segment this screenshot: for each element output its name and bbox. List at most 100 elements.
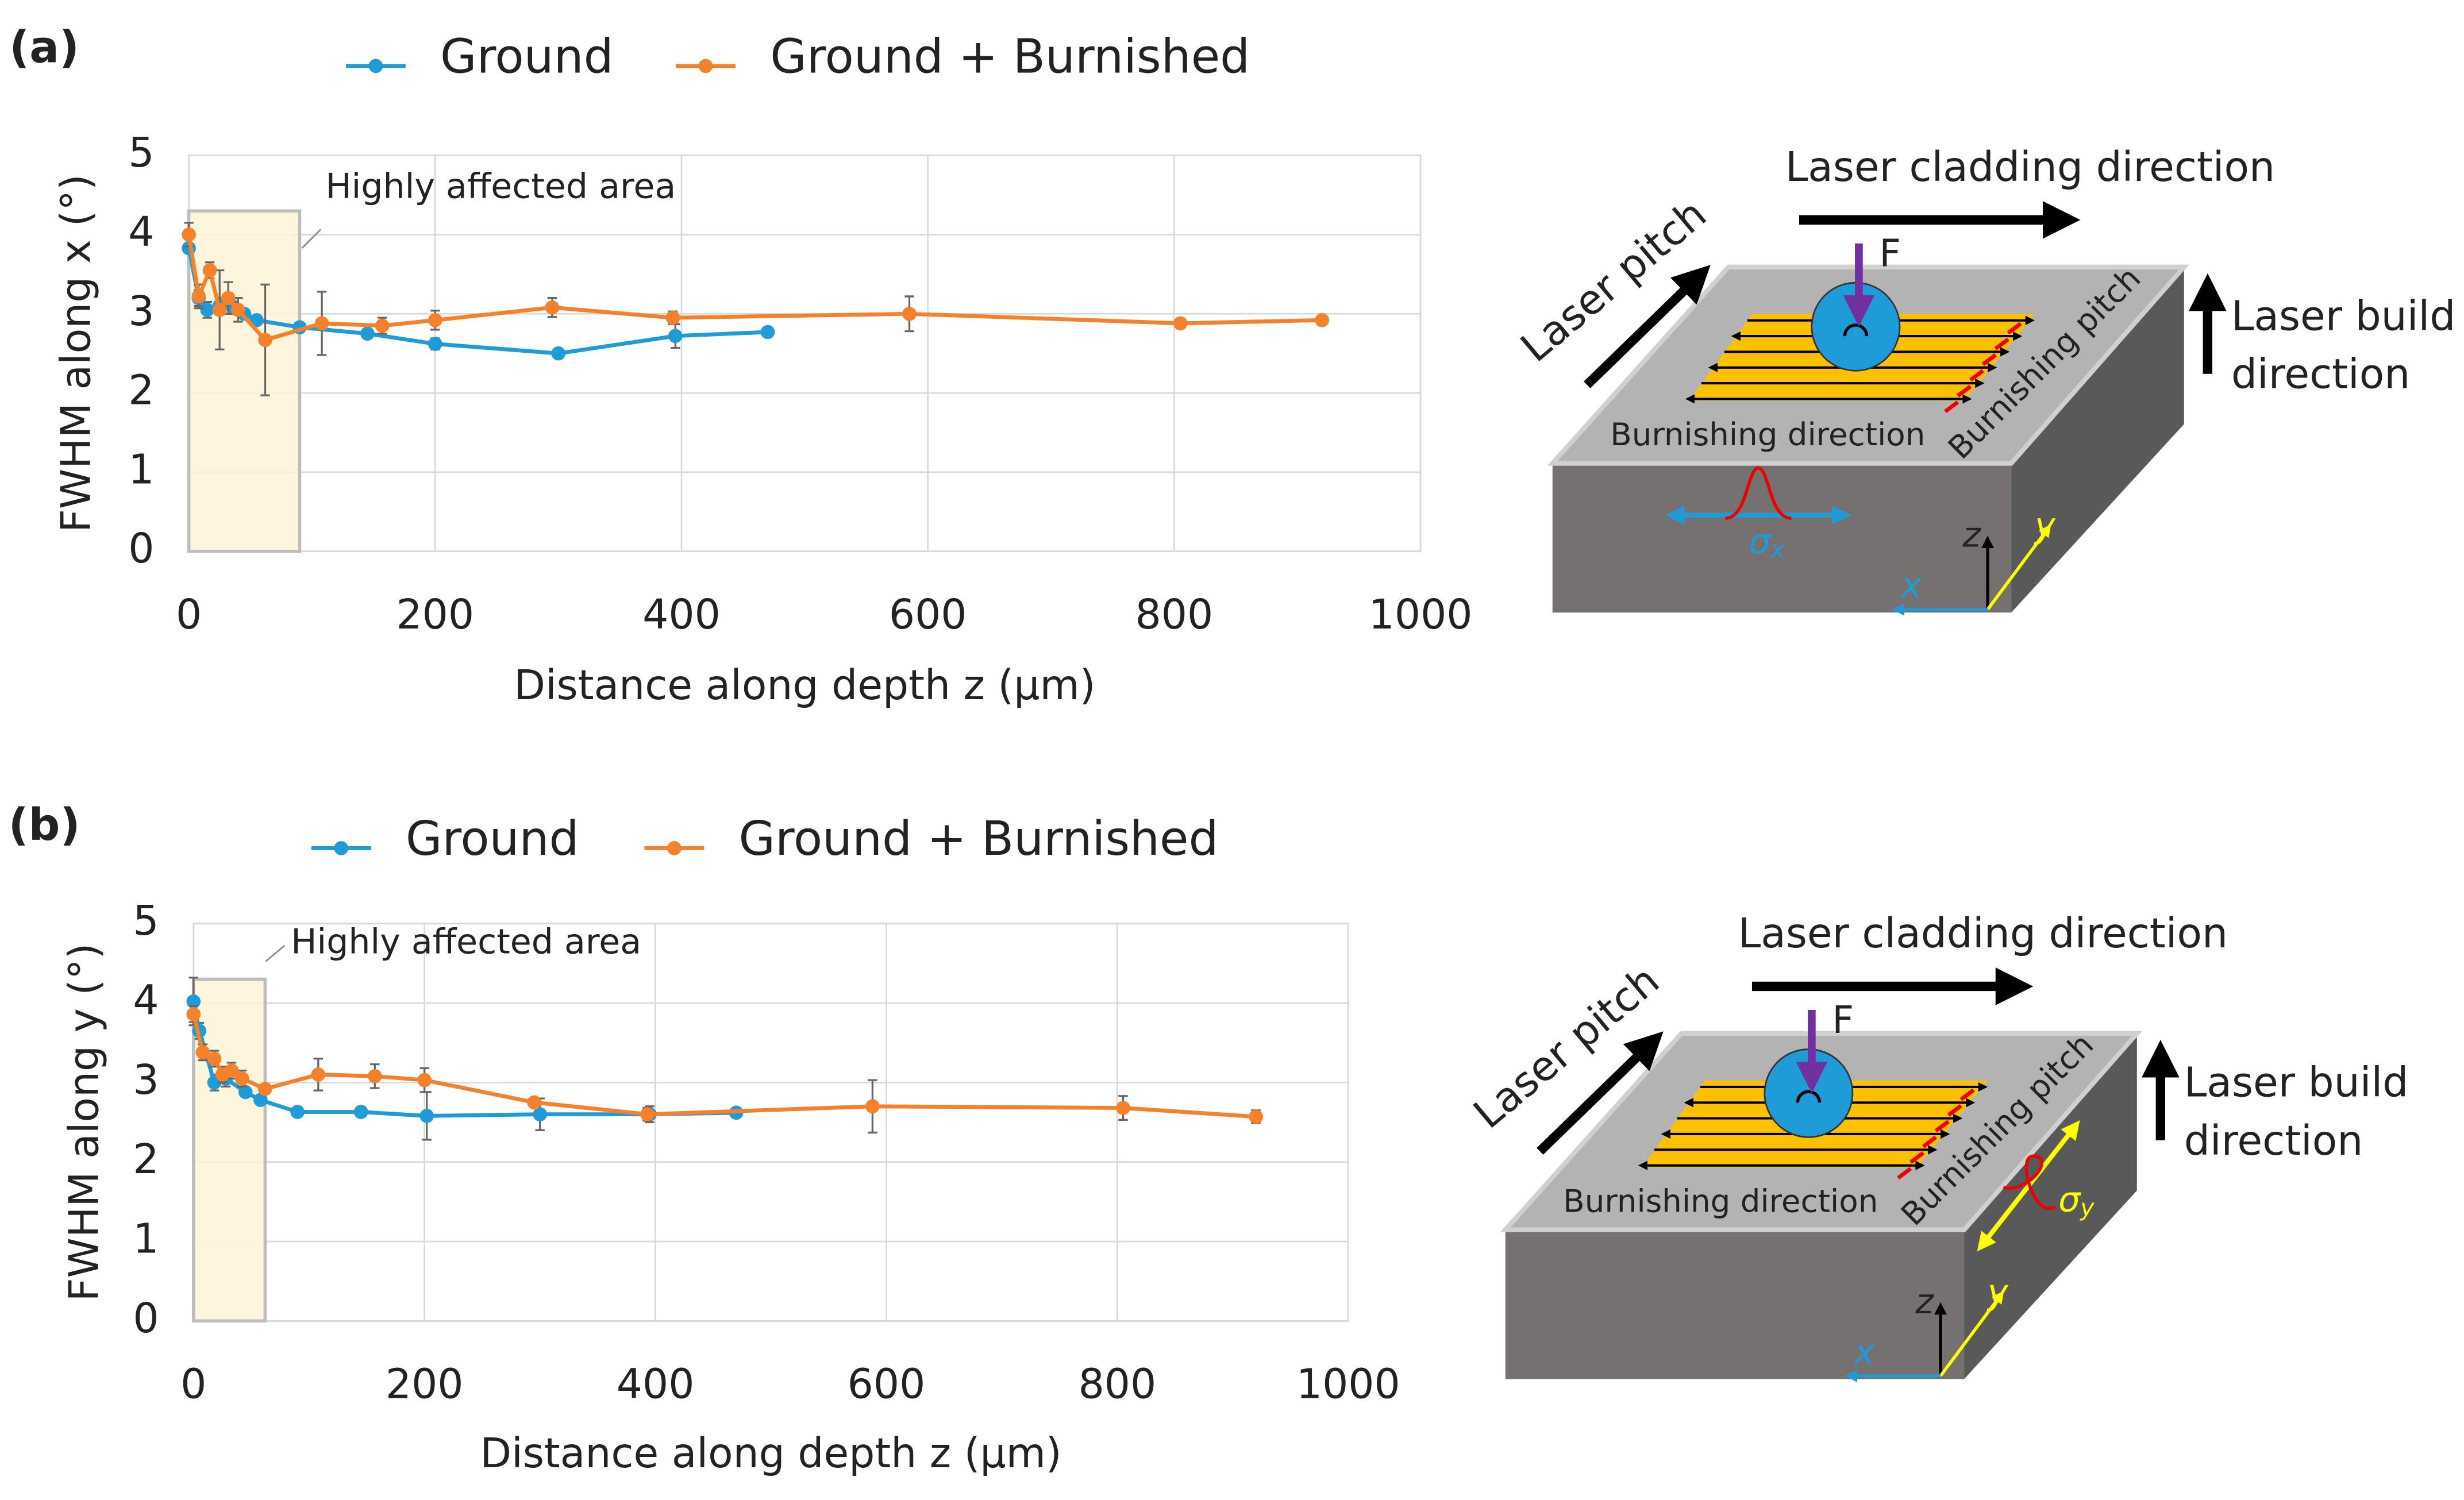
x-tick-label: 200 [396,591,474,638]
burnish-direction-label: Burnishing direction [1610,416,1925,453]
y-tick-label: 4 [128,208,154,256]
axis-y-label: y [1986,1272,2009,1312]
axis-x-label: x [1853,1332,1876,1372]
y-tick-label: 1 [133,1214,159,1262]
highlight-area [192,977,267,1323]
data-point [258,1082,272,1096]
data-point [665,310,680,325]
data-point [417,1073,432,1088]
data-point [428,313,442,327]
data-point [311,1067,326,1082]
legend-label: Ground [440,29,614,84]
box-side [2011,267,2184,613]
axis-y [1939,1290,2004,1377]
build-label: Laser build [2184,1059,2409,1106]
x-tick-label: 1000 [1369,591,1473,638]
x-tick-label: 800 [1079,1360,1157,1408]
x-axis-title: Distance along depth z (µm) [514,661,1095,709]
burnish-step [1947,1104,1962,1117]
build-label: direction [2184,1117,2363,1164]
sigma-profile [2003,1154,2057,1210]
data-point [258,333,272,348]
data-point [253,1093,268,1108]
x-tick-label: 200 [386,1360,464,1408]
axis-x-label: x [1900,565,1923,606]
data-point [551,346,565,361]
cladding-label: Laser cladding direction [1785,143,2275,191]
data-point [186,994,201,1009]
y-tick-label: 0 [128,525,154,572]
data-point [367,1069,382,1083]
annotation: Highly affected area [325,167,676,207]
axis-y [1986,524,2051,611]
data-point [640,1107,654,1121]
axis-z-label: z [1962,515,1981,556]
sigma-label: σy [2058,1179,2095,1221]
data-point [353,1105,368,1119]
box-front [1505,1229,1965,1379]
legend-label: Ground + Burnished [770,29,1250,84]
data-point [902,306,917,321]
data-point [360,326,375,341]
data-point [760,325,775,340]
data-point [419,1109,434,1123]
data-point [200,303,215,317]
data-point [238,1085,253,1100]
data-point [207,1051,222,1066]
panel-label: (a) [9,22,79,73]
legend-marker [334,841,349,855]
y-tick-label: 3 [128,287,154,335]
y-tick-label: 1 [128,445,154,493]
data-point [195,1045,210,1060]
pitch-arrow [1584,265,1711,388]
burnish-step [1969,369,1984,382]
data-point [224,1063,239,1078]
y-axis-title: FWHM along x (°) [52,174,100,533]
y-tick-label: 5 [133,897,159,944]
box-front [1552,463,2012,613]
series-line [191,1001,737,1118]
annotation-leader [301,229,322,249]
x-tick-label: 600 [889,591,967,638]
data-point [375,318,390,333]
x-tick-label: 1000 [1296,1360,1400,1408]
data-point [1173,316,1188,331]
burnish-direction-label: Burnishing direction [1563,1182,1878,1219]
pitch-arrow [1537,1031,1664,1155]
sigma-profile [1725,466,1792,520]
data-point [186,1007,201,1021]
x-tick-label: 0 [180,1360,206,1408]
y-axis-title: FWHM along y (°) [60,943,107,1302]
data-point [212,303,227,317]
data-point [290,1105,305,1119]
cladding-label: Laser cladding direction [1738,909,2228,957]
data-point [527,1095,541,1110]
data-point [234,1071,249,1086]
sigma-symbol: σ [1749,522,1772,562]
data-point [1315,313,1329,327]
panel-label: (b) [9,800,80,851]
burnish-step [1897,1167,1912,1180]
x-tick-label: 0 [176,591,202,638]
data-point [428,337,442,351]
data-point [314,316,329,331]
axis-z-label: z [1915,1282,1934,1322]
data-point [545,300,560,315]
legend-label: Ground + Burnished [739,812,1219,866]
legend-marker [368,59,383,74]
axis-y-label: y [2034,506,2056,546]
data-point [533,1107,547,1121]
sigma-label: σx [1749,522,1785,564]
annotation-leader [265,944,286,962]
build-label: direction [2231,350,2411,398]
build-label: Laser build [2231,292,2456,340]
y-tick-label: 2 [128,367,154,414]
annotation: Highly affected area [291,922,641,962]
force-label: F [1879,232,1901,276]
legend-label: Ground [406,812,579,866]
data-point [1249,1109,1263,1124]
sigma-subscript: y [2079,1194,2095,1221]
